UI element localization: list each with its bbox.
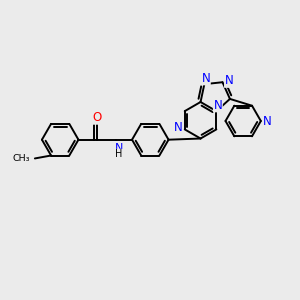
Text: N: N: [214, 99, 222, 112]
Text: O: O: [92, 111, 101, 124]
Text: N: N: [174, 122, 183, 134]
Text: N: N: [201, 72, 210, 85]
Text: H: H: [115, 149, 122, 159]
Text: N: N: [263, 115, 272, 128]
Text: N: N: [225, 74, 233, 87]
Text: CH₃: CH₃: [12, 154, 30, 163]
Text: N: N: [115, 143, 123, 153]
